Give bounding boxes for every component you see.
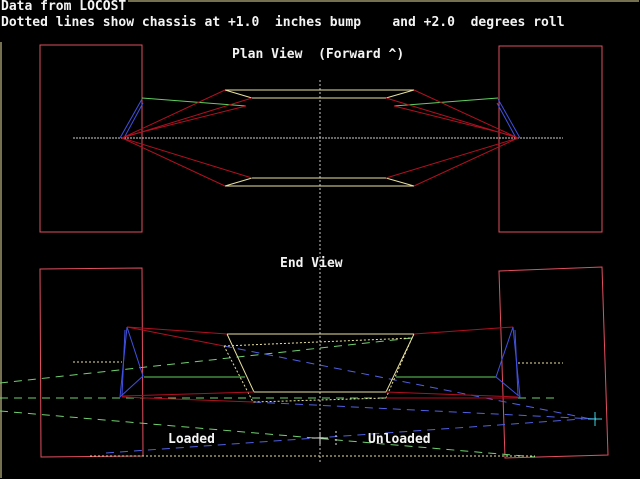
plan-view [39, 44, 603, 463]
header-source: Data from LOCOST [1, 0, 127, 14]
plan-wishbones [121, 89, 519, 187]
unloaded-label: Unloaded [368, 432, 431, 447]
plan-uprights [119, 98, 521, 139]
roll-centre-marker [312, 431, 337, 446]
end-view [0, 266, 609, 459]
end-right-wheel [498, 266, 609, 459]
end-left-wheel [39, 267, 144, 458]
end-wishbones [121, 326, 519, 403]
plan-right-track-rod [393, 97, 499, 107]
end-view-title: End View [280, 256, 343, 271]
plan-right-wheel [498, 45, 603, 233]
plan-view-title: Plan View (Forward ^) [232, 47, 405, 62]
header-description: Dotted lines show chassis at +1.0 inches… [1, 15, 565, 30]
end-chassis [226, 333, 415, 393]
loaded-label: Loaded [168, 432, 215, 447]
instant-centre-marker [588, 412, 602, 426]
end-uprights [119, 326, 521, 399]
